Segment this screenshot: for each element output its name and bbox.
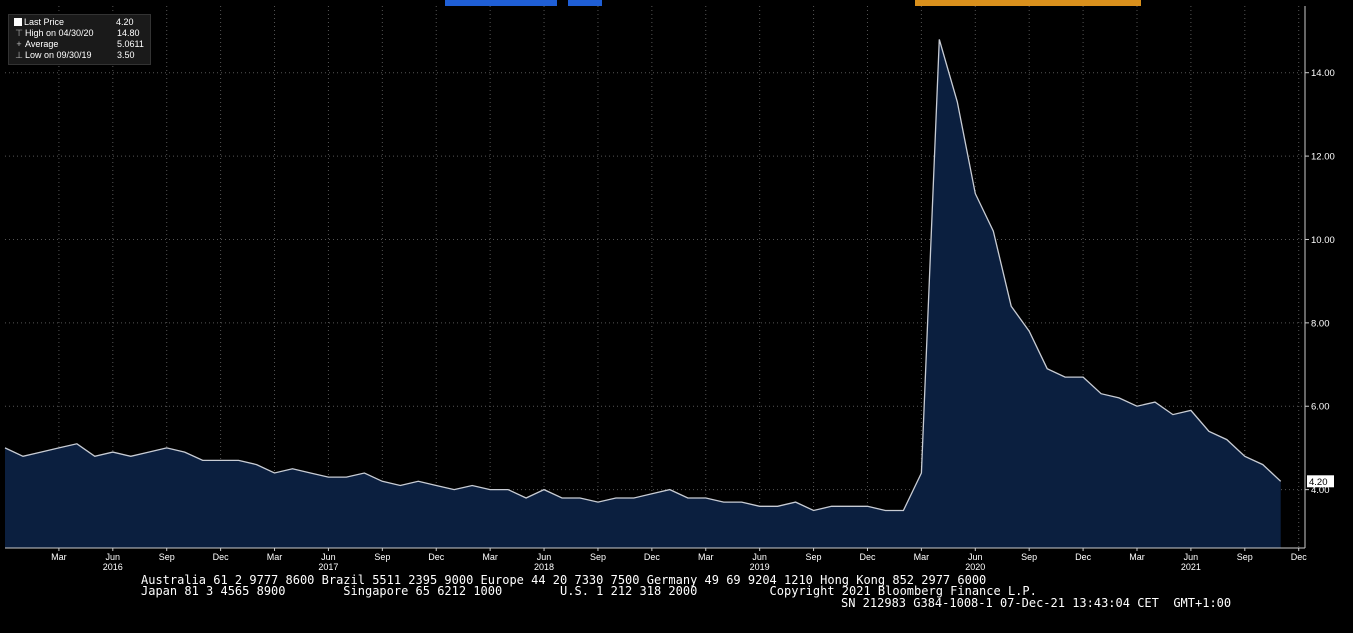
y-tick-label: 10.00 [1311, 235, 1335, 246]
footer-contacts-line-1: Australia 61 2 9777 8600 Brazil 5511 239… [141, 573, 987, 587]
low-marker-icon: ⊥ [15, 50, 23, 60]
y-tick-label: 4.00 [1311, 485, 1330, 496]
x-tick-label: Jun [537, 552, 552, 562]
x-tick-label: Jun [106, 552, 121, 562]
x-year-label: 2020 [965, 562, 985, 572]
top-tab-blue-2[interactable] [568, 0, 602, 6]
x-tick-label: Sep [1237, 552, 1253, 562]
legend-item-low: ⊥ Low on 09/30/19 3.50 [13, 50, 144, 61]
price-series-line [4, 39, 1282, 512]
x-tick-label: Jun [968, 552, 983, 562]
price-area-fill [5, 39, 1281, 549]
x-tick-label: Jun [752, 552, 767, 562]
y-tick-label: 6.00 [1311, 402, 1330, 413]
x-tick-label: Dec [1291, 552, 1308, 562]
x-year-label: 2016 [103, 562, 123, 572]
last-price-badge [1307, 475, 1334, 488]
x-year-label: 2017 [318, 562, 338, 572]
x-year-label: 2019 [750, 562, 770, 572]
x-tick-label: Sep [1021, 552, 1037, 562]
x-tick-label: Sep [806, 552, 822, 562]
x-tick-label: Sep [374, 552, 390, 562]
x-tick-label: Mar [482, 552, 498, 562]
chart-legend: Last Price 4.20 ⊤ High on 04/30/20 14.80… [8, 14, 151, 65]
legend-item-high: ⊤ High on 04/30/20 14.80 [13, 28, 144, 39]
x-tick-label: Dec [428, 552, 445, 562]
x-tick-label: Mar [914, 552, 930, 562]
x-tick-label: Dec [644, 552, 661, 562]
y-tick-label: 8.00 [1311, 318, 1330, 329]
x-tick-label: Dec [859, 552, 876, 562]
last-price-square-icon [14, 18, 22, 26]
footer-sn-timestamp: SN 212983 G384-1008-1 07-Dec-21 13:43:04… [841, 596, 1232, 610]
top-tab-blue-1[interactable] [445, 0, 557, 6]
x-tick-label: Mar [51, 552, 67, 562]
x-tick-label: Sep [159, 552, 175, 562]
x-year-label: 2018 [534, 562, 554, 572]
x-tick-label: Mar [267, 552, 283, 562]
top-tab-orange[interactable] [915, 0, 1141, 6]
x-tick-label: Jun [1184, 552, 1199, 562]
footer-contacts-line-2: Japan 81 3 4565 8900 Singapore 65 6212 1… [141, 584, 1037, 598]
x-tick-label: Jun [321, 552, 336, 562]
high-marker-icon: ⊤ [15, 28, 23, 38]
x-year-label: 2021 [1181, 562, 1201, 572]
x-tick-label: Dec [1075, 552, 1092, 562]
last-price-badge-label: 4.20 [1309, 477, 1328, 488]
legend-item-last-price: Last Price 4.20 [13, 17, 144, 28]
y-tick-label: 14.00 [1311, 68, 1335, 79]
legend-item-average: + Average 5.0611 [13, 39, 144, 50]
y-tick-label: 12.00 [1311, 152, 1335, 163]
x-tick-label: Mar [698, 552, 714, 562]
x-tick-label: Mar [1129, 552, 1145, 562]
x-tick-label: Dec [213, 552, 230, 562]
x-tick-label: Sep [590, 552, 606, 562]
average-marker-icon: + [16, 39, 22, 49]
